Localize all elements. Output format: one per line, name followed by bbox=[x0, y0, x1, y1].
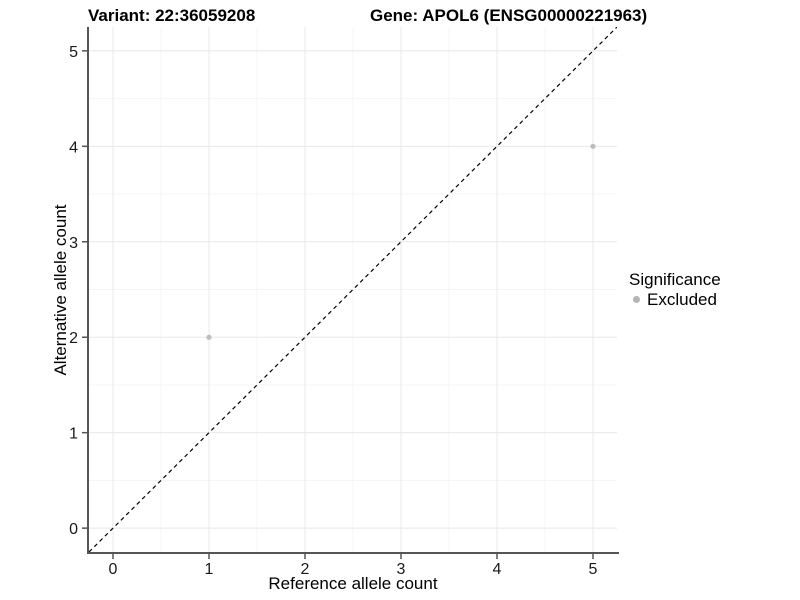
y-tick-label: 0 bbox=[69, 521, 78, 538]
x-tick-label: 1 bbox=[205, 561, 214, 578]
x-tick-label: 4 bbox=[493, 561, 502, 578]
y-tick-label: 2 bbox=[69, 330, 78, 347]
y-tick-label: 1 bbox=[69, 426, 78, 443]
data-point-excluded bbox=[206, 334, 212, 340]
x-axis-title: Reference allele count bbox=[268, 574, 438, 593]
legend-key-dot-icon bbox=[633, 296, 640, 303]
data-point-excluded bbox=[590, 143, 596, 149]
legend-title: Significance bbox=[629, 270, 721, 289]
y-tick-label: 3 bbox=[69, 235, 78, 252]
gene-title: Gene: APOL6 (ENSG00000221963) bbox=[370, 6, 648, 25]
x-tick-label: 0 bbox=[109, 561, 118, 578]
x-tick-label: 2 bbox=[301, 561, 310, 578]
variant-title: Variant: 22:36059208 bbox=[88, 6, 256, 25]
legend: Significance Excluded bbox=[629, 270, 721, 309]
legend-item-excluded: Excluded bbox=[629, 290, 721, 309]
x-tick-label: 5 bbox=[589, 561, 598, 578]
y-tick-label: 4 bbox=[69, 139, 78, 156]
x-tick-label: 3 bbox=[397, 561, 406, 578]
legend-item-label: Excluded bbox=[647, 290, 717, 309]
y-tick-label: 5 bbox=[69, 44, 78, 61]
y-axis-title: Alternative allele count bbox=[51, 204, 70, 376]
